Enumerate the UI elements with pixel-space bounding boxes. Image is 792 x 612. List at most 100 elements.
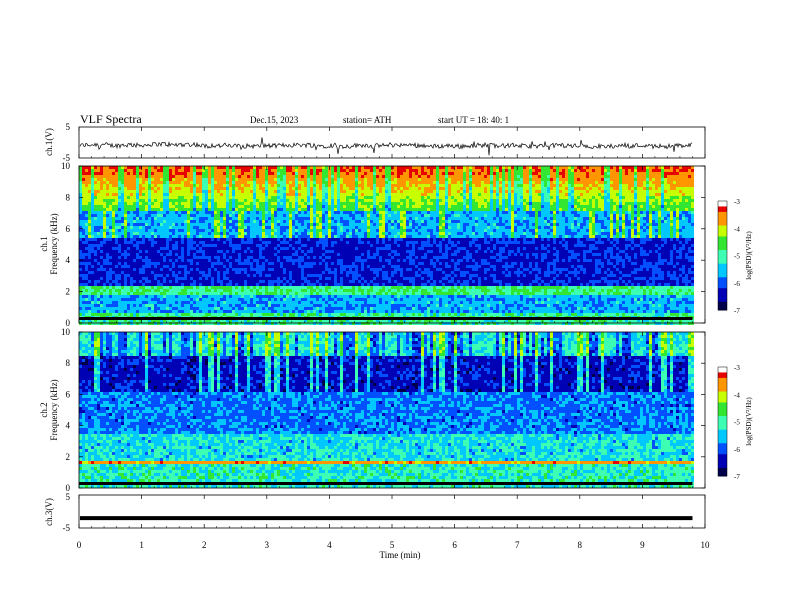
spectrogram-cell (274, 169, 277, 172)
spectrogram-cell (238, 235, 241, 238)
spectrogram-cell (205, 199, 208, 202)
spectrogram-cell (247, 286, 250, 289)
spectrogram-cell (277, 295, 280, 298)
spectrogram-cell (100, 235, 103, 238)
spectrogram-cell (184, 187, 187, 190)
spectrogram-cell (238, 295, 241, 298)
spectrogram-cell (157, 175, 160, 178)
spectrogram-cell (103, 310, 106, 313)
spectrogram-cell (208, 178, 211, 181)
spectrogram-cell (256, 301, 259, 304)
spectrogram-cell (94, 265, 97, 268)
spectrogram-cell (262, 232, 265, 235)
spectrogram-cell (85, 268, 88, 271)
spectrogram-cell (136, 265, 139, 268)
spectrogram-cell (259, 271, 262, 274)
spectrogram-cell (103, 304, 106, 307)
spectrogram-cell (169, 238, 172, 241)
spectrogram-cell (238, 169, 241, 172)
spectrogram-cell (178, 223, 181, 226)
spectrogram-cell (238, 256, 241, 259)
spectrogram-cell (358, 175, 361, 178)
spectrogram-cell (319, 166, 322, 169)
spectrogram-cell (148, 235, 151, 238)
spectrogram-cell (139, 169, 142, 172)
spectrogram-cell (142, 190, 145, 193)
spectrogram-cell (127, 193, 130, 196)
spectrogram-cell (328, 196, 331, 199)
spectrogram-cell (280, 166, 283, 169)
spectrogram-cell (97, 169, 100, 172)
spectrogram-cell (202, 166, 205, 169)
spectrogram-cell (292, 223, 295, 226)
spectrogram-cell (283, 310, 286, 313)
spectrogram-cell (313, 178, 316, 181)
spectrogram-cell (274, 247, 277, 250)
spectrogram-cell (307, 217, 310, 220)
spectrogram-cell (238, 205, 241, 208)
spectrogram-cell (298, 217, 301, 220)
spectrogram-cell (190, 244, 193, 247)
spectrogram-cell (160, 190, 163, 193)
spectrogram-cell (145, 283, 148, 286)
spectrogram-cell (112, 241, 115, 244)
spectrogram-cell (256, 169, 259, 172)
spectrogram-cell (157, 301, 160, 304)
spectrogram-cell (340, 301, 343, 304)
spectrogram-cell (187, 172, 190, 175)
spectrogram-cell (259, 169, 262, 172)
spectrogram-cell (220, 307, 223, 310)
spectrogram-cell (148, 313, 151, 316)
spectrogram-cell (127, 256, 130, 259)
spectrogram-cell (358, 319, 361, 322)
spectrogram-cell (349, 289, 352, 292)
spectrogram-cell (145, 223, 148, 226)
spectrogram-cell (226, 166, 229, 169)
spectrogram-cell (190, 175, 193, 178)
spectrogram-cell (193, 205, 196, 208)
spectrogram-cell (316, 175, 319, 178)
spectrogram-cell (82, 307, 85, 310)
spectrogram-cell (235, 187, 238, 190)
spectrogram-cell (103, 196, 106, 199)
spectrogram-cell (331, 322, 334, 325)
spectrogram-cell (340, 256, 343, 259)
spectrogram-cell (232, 208, 235, 211)
spectrogram-cell (322, 295, 325, 298)
spectrogram-cell (247, 322, 250, 325)
spectrogram-cell (145, 292, 148, 295)
spectrogram-cell (217, 259, 220, 262)
spectrogram-cell (202, 175, 205, 178)
spectrogram-cell (346, 280, 349, 283)
spectrogram-cell (169, 205, 172, 208)
spectrogram-cell (205, 268, 208, 271)
spectrogram-cell (211, 286, 214, 289)
spectrogram-cell (319, 262, 322, 265)
spectrogram-cell (301, 205, 304, 208)
spectrogram-cell (295, 295, 298, 298)
spectrogram-cell (211, 301, 214, 304)
spectrogram-cell (259, 181, 262, 184)
spectrogram-cell (196, 277, 199, 280)
spectrogram-cell (199, 181, 202, 184)
spectrogram-cell (127, 301, 130, 304)
spectrogram-cell (280, 322, 283, 325)
spectrogram-cell (238, 322, 241, 325)
spectrogram-cell (193, 313, 196, 316)
spectrogram-cell (337, 304, 340, 307)
spectrogram-cell (166, 232, 169, 235)
spectrogram-cell (280, 244, 283, 247)
spectrogram-cell (247, 319, 250, 322)
spectrogram-cell (220, 322, 223, 325)
spectrogram-cell (115, 265, 118, 268)
spectrogram-cell (340, 262, 343, 265)
spectrogram-cell (274, 193, 277, 196)
spectrogram-cell (229, 244, 232, 247)
spectrogram-cell (223, 241, 226, 244)
spectrogram-cell (196, 193, 199, 196)
spectrogram-cell (202, 229, 205, 232)
spectrogram-cell (121, 172, 124, 175)
spectrogram-cell (262, 265, 265, 268)
spectrogram-cell (208, 220, 211, 223)
spectrogram-cell (280, 280, 283, 283)
